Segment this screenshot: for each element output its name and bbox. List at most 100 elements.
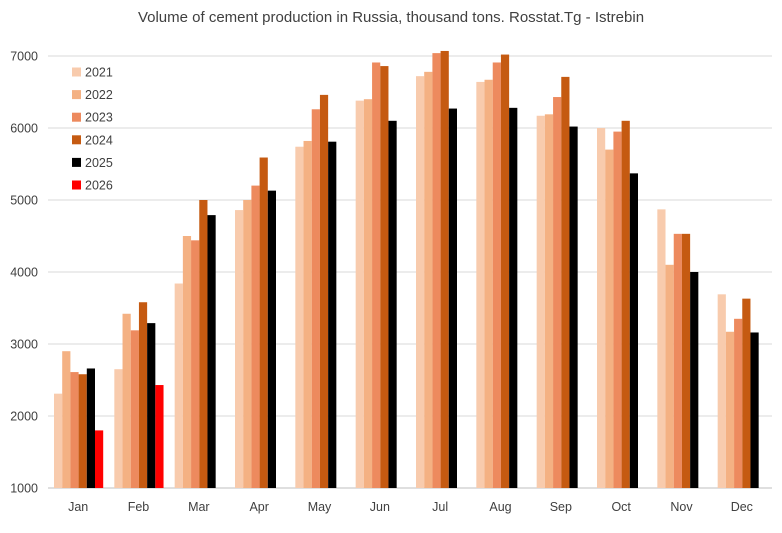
x-tick-label: Mar xyxy=(188,500,210,514)
legend-label-2025: 2025 xyxy=(85,156,113,170)
x-tick-label: Dec xyxy=(731,500,753,514)
bar-apr-2025 xyxy=(267,190,276,488)
y-tick-label: 6000 xyxy=(10,122,38,136)
gridlines xyxy=(48,55,772,489)
bar-apr-2021 xyxy=(235,210,244,488)
bar-dec-2021 xyxy=(717,294,726,488)
bar-jun-2021 xyxy=(355,100,364,488)
x-tick-label: Apr xyxy=(249,500,268,514)
legend-swatch-2024 xyxy=(72,135,81,145)
bar-jan-2024 xyxy=(78,374,87,488)
bar-jan-2023 xyxy=(70,372,79,488)
x-tick-label: Jan xyxy=(68,500,88,514)
bar-jun-2024 xyxy=(380,66,389,488)
bar-jul-2025 xyxy=(448,108,457,488)
bar-may-2023 xyxy=(311,109,320,488)
bar-jan-2022 xyxy=(62,351,71,488)
y-tick-label: 5000 xyxy=(10,194,38,208)
y-tick-label: 4000 xyxy=(10,266,38,280)
bar-aug-2022 xyxy=(484,79,493,488)
bar-jan-2021 xyxy=(54,393,63,488)
bar-mar-2024 xyxy=(199,200,208,488)
bar-oct-2025 xyxy=(629,173,638,489)
x-tick-label: Jul xyxy=(432,500,448,514)
y-axis: 1000 2000 3000 4000 5000 6000 7000 xyxy=(10,50,38,496)
legend: 2021 2022 2023 2024 2025 2026 xyxy=(72,66,113,193)
legend-swatch-2025 xyxy=(72,157,81,167)
bar-may-2022 xyxy=(303,140,312,488)
legend-swatch-2023 xyxy=(72,112,81,122)
x-tick-label: May xyxy=(308,500,332,514)
bar-feb-2022 xyxy=(122,313,131,488)
bar-jan-2026 xyxy=(95,430,104,488)
bar-nov-2022 xyxy=(665,264,674,488)
bar-apr-2022 xyxy=(243,200,252,488)
x-tick-label: Sep xyxy=(550,500,572,514)
bar-jan-2025 xyxy=(86,368,95,488)
bars xyxy=(54,50,759,489)
legend-label-2022: 2022 xyxy=(85,88,113,102)
bar-nov-2021 xyxy=(657,209,666,489)
y-tick-label: 2000 xyxy=(10,410,38,424)
bar-apr-2024 xyxy=(259,157,268,488)
bar-apr-2023 xyxy=(251,185,260,488)
bar-nov-2023 xyxy=(673,233,682,488)
bar-feb-2021 xyxy=(114,369,123,488)
bar-jun-2023 xyxy=(372,62,381,488)
legend-label-2021: 2021 xyxy=(85,66,113,80)
bar-feb-2023 xyxy=(130,330,139,488)
bar-jul-2022 xyxy=(424,71,433,488)
x-tick-label: Oct xyxy=(611,500,631,514)
bar-may-2021 xyxy=(295,146,304,488)
bar-mar-2021 xyxy=(174,283,183,488)
bar-jul-2021 xyxy=(416,76,425,488)
bar-sep-2022 xyxy=(544,114,554,488)
bar-oct-2021 xyxy=(597,128,606,488)
legend-swatch-2022 xyxy=(72,90,81,100)
bar-may-2025 xyxy=(328,141,337,488)
legend-label-2026: 2026 xyxy=(85,179,113,193)
bar-jul-2024 xyxy=(440,50,449,489)
x-axis: Jan Feb Mar Apr May Jun Jul Aug Sep Oct Nov Dec xyxy=(68,500,753,514)
bar-aug-2023 xyxy=(492,62,501,488)
x-tick-label: Feb xyxy=(128,500,150,514)
legend-swatch-2021 xyxy=(72,67,81,77)
bar-dec-2022 xyxy=(725,331,735,488)
bar-mar-2025 xyxy=(207,215,216,488)
legend-label-2024: 2024 xyxy=(85,133,113,147)
bar-aug-2025 xyxy=(509,107,518,488)
bar-sep-2023 xyxy=(553,97,562,488)
bar-oct-2024 xyxy=(621,120,630,489)
bar-sep-2025 xyxy=(569,126,578,488)
bar-feb-2026 xyxy=(155,385,164,488)
x-tick-label: Aug xyxy=(489,500,511,514)
legend-swatch-2026 xyxy=(72,180,81,190)
bar-aug-2024 xyxy=(500,54,510,489)
bar-oct-2022 xyxy=(605,149,614,488)
y-tick-label: 7000 xyxy=(10,50,38,64)
bar-feb-2025 xyxy=(147,323,156,488)
legend-label-2023: 2023 xyxy=(85,111,113,125)
bar-mar-2022 xyxy=(182,236,192,488)
bar-jun-2022 xyxy=(363,99,373,488)
bar-feb-2024 xyxy=(138,302,148,488)
bar-dec-2024 xyxy=(742,298,751,488)
y-tick-label: 3000 xyxy=(10,338,38,352)
bar-nov-2024 xyxy=(681,233,691,488)
bar-aug-2021 xyxy=(476,81,485,489)
bar-mar-2023 xyxy=(191,240,200,488)
bar-nov-2025 xyxy=(690,272,699,488)
x-tick-label: Jun xyxy=(370,500,390,514)
bar-dec-2023 xyxy=(734,318,743,488)
bar-sep-2024 xyxy=(561,76,570,488)
chart-title: Volume of cement production in Russia, t… xyxy=(138,9,644,26)
bar-may-2024 xyxy=(319,94,329,488)
bar-jul-2023 xyxy=(432,53,441,489)
bar-oct-2023 xyxy=(613,131,622,488)
y-tick-label: 1000 xyxy=(10,482,38,496)
bar-jun-2025 xyxy=(388,120,397,489)
x-tick-label: Nov xyxy=(670,500,693,514)
bar-dec-2025 xyxy=(750,332,759,488)
